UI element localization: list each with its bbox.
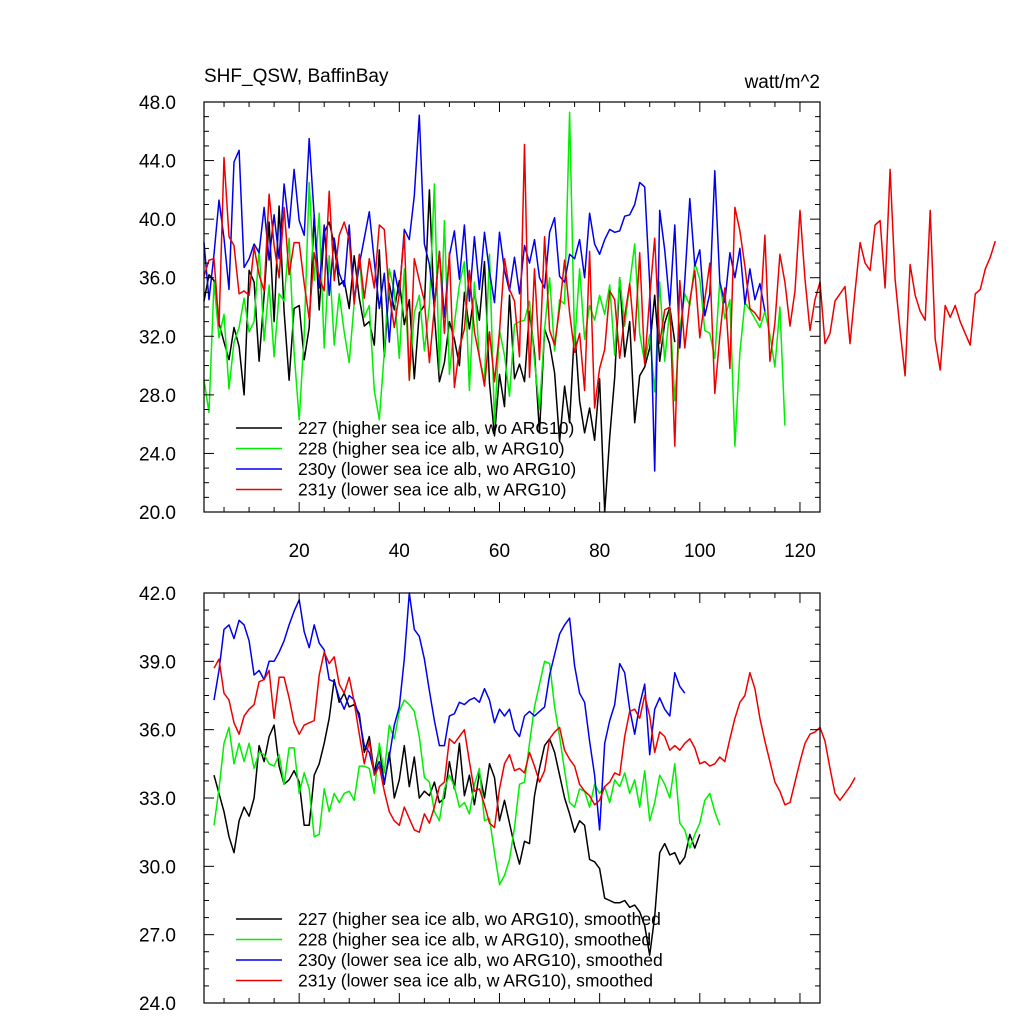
series-line-1-2 [213,592,686,831]
series-line-0-0 [203,189,676,513]
x-tick-label-80: 80 [589,541,610,562]
y-tick-label-20.0: 20.0 [139,503,176,524]
legend-label-0-1: 228 (higher sea ice alb, w ARG10) [298,439,565,459]
series-line-0-2 [203,114,766,472]
series-line-0-3 [203,143,997,447]
y-tick-label-28.0: 28.0 [139,386,176,407]
series-line-0-1 [203,111,786,447]
y-tick-label-42.0: 42.0 [139,584,176,605]
series-line-1-0 [213,678,701,956]
bottom-panel: 24.0 27.0 30.0 33.0 36.0 39.0 42.0 227 (higher… [139,584,856,1015]
y-tick-label-36.0: 36.0 [139,269,176,290]
bottom-legend: 227 (higher sea ice alb, wo ARG10), smoo… [236,909,663,991]
chart-title: SHF_QSW, BaffinBay [204,66,389,87]
y-tick-label-24.0: 24.0 [139,994,176,1015]
y-tick-label-44.0: 44.0 [139,152,176,173]
y-tick-label-40.0: 40.0 [139,210,176,231]
y-tick-label-39.0: 39.0 [139,652,176,673]
chart-units: watt/m^2 [744,72,820,93]
legend-label-1-2: 230y (lower sea ice alb, wo ARG10), smoo… [298,950,663,970]
x-tick-label-120: 120 [784,541,816,562]
top-series-group [203,111,997,513]
y-tick-label-48.0: 48.0 [139,93,176,114]
y-tick-label-32.0: 32.0 [139,327,176,348]
y-tick-label-30.0: 30.0 [139,857,176,878]
top-panel: SHF_QSW, BaffinBay watt/m^2 20 40 60 80 100 1… [139,66,997,562]
x-tick-label-40: 40 [389,541,410,562]
y-tick-label-36.0: 36.0 [139,721,176,742]
top-legend: 227 (higher sea ice alb, wo ARG10)228 (h… [236,418,576,500]
bottom-series-group [213,592,856,956]
x-tick-label-100: 100 [684,541,716,562]
series-line-1-1 [213,660,721,886]
legend-label-0-2: 230y (lower sea ice alb, wo ARG10) [298,459,576,479]
y-tick-label-33.0: 33.0 [139,789,176,810]
series-line-1-3 [213,651,856,833]
y-tick-label-24.0: 24.0 [139,444,176,465]
x-tick-label-20: 20 [289,541,310,562]
legend-label-0-0: 227 (higher sea ice alb, wo ARG10) [298,418,574,438]
legend-label-0-3: 231y (lower sea ice alb, w ARG10) [298,480,566,500]
legend-label-1-1: 228 (higher sea ice alb, w ARG10), smoot… [298,930,651,950]
bottom-axes: 24.0 27.0 30.0 33.0 36.0 39.0 42.0 [139,584,821,1015]
top-axes: 20 40 60 80 100 120 20.0 24.0 28.0 32.0 36.0 40.0 44… [139,93,821,562]
y-tick-label-27.0: 27.0 [139,926,176,947]
legend-label-1-3: 231y (lower sea ice alb, w ARG10), smoot… [298,971,653,991]
x-tick-label-60: 60 [489,541,510,562]
legend-label-1-0: 227 (higher sea ice alb, wo ARG10), smoo… [298,909,661,929]
